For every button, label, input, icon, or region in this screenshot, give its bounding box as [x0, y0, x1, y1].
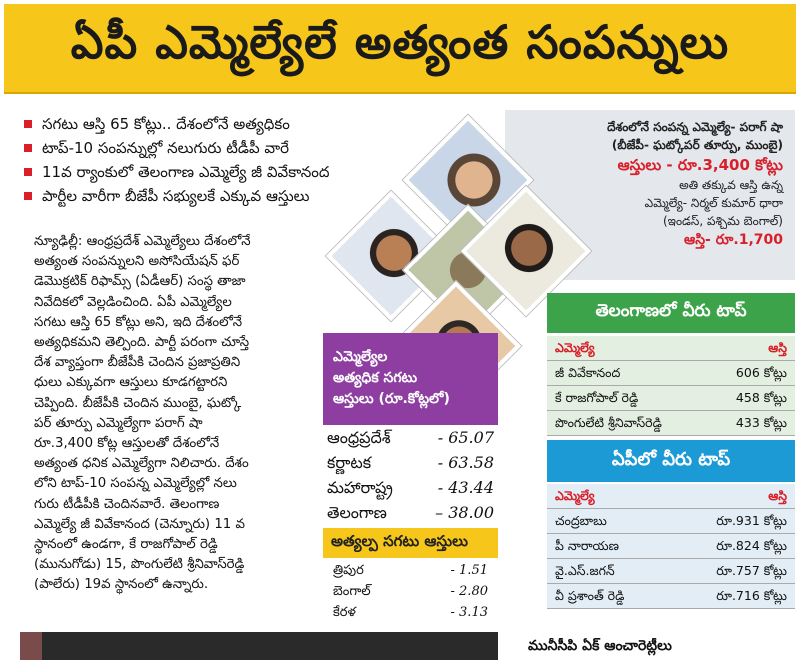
mla-name: పీ నారాయణ	[555, 538, 619, 553]
state-value: – 38.00	[435, 503, 494, 522]
body-line: రూ.3,400 కోట్ల ఆస్తులతో దేశంలోనే	[34, 436, 220, 452]
highlight-item: పార్టీల వారీగా బీజేపీ సభ్యులకే ఎక్కువ ఆస…	[24, 184, 404, 208]
mla-assets: 433 కోట్లు	[735, 415, 787, 430]
least-mla-line: అతి తక్కువ ఆస్తి ఉన్న	[679, 178, 783, 192]
least-avg-table: త్రిపుర - 1.51 బెంగాల్ - 2.80 కేరళ - 3.13	[323, 560, 498, 623]
mla-name: పొంగులేటి శ్రీనివాస్‌రెడ్డి	[555, 415, 662, 430]
mla-name: కే రాజగోపాల్ రెడ్డి	[555, 390, 639, 405]
state-name: ఆంధ్రప్రదేశ్	[327, 428, 391, 447]
avg-row: తెలంగాణ – 38.00	[323, 500, 498, 525]
state-value: - 65.07	[437, 428, 494, 447]
state-name: త్రిపుర	[333, 563, 364, 578]
least-row: కేరళ - 3.13	[323, 602, 498, 623]
body-line: పర్ తూర్పు ఎమ్మెల్యేగా పరాగ్ షా	[34, 415, 203, 431]
body-line: ధులు ఎక్కువగా ఆస్తులు కూడగట్టారని	[34, 375, 228, 391]
col-assets: ఆస్తి	[768, 340, 787, 355]
body-line: ఎమ్మెల్యే జీ వివేకానంద (చెన్నూరు) 11 వ	[34, 516, 245, 532]
state-value: - 1.51	[450, 563, 488, 578]
least-avg-title: అత్యల్ప సగటు ఆస్తులు	[323, 528, 498, 558]
mla-assets: 458 కోట్లు	[735, 390, 787, 405]
body-line: న్యూఢిల్లీ: ఆంధ్రప్రదేశ్ ఎమ్మెల్యేలు దేశ…	[34, 234, 251, 249]
mla-assets: రూ.716 కోట్లు	[716, 588, 787, 603]
col-assets: ఆస్తి	[768, 488, 787, 503]
body-line: లోని టాప్-10 సంపన్న ఎమ్మెల్యేల్లో నలు	[34, 476, 237, 492]
table-row: జీ వివేకానంద 606 కోట్లు	[547, 361, 795, 386]
table-row: చంద్రబాబు రూ.931 కోట్లు	[547, 509, 795, 534]
body-line: నివేదికలో వెల్లడించింది. ఏపీ ఎమ్మెల్యేల	[34, 294, 232, 310]
avg-title-line: అత్యధిక సగటు	[333, 370, 418, 386]
least-mla-place: (ఇండస్, పశ్చిమ బెంగాల్)	[663, 214, 783, 228]
article-body: న్యూఢిల్లీ: ఆంధ్రప్రదేశ్ ఎమ్మెల్యేలు దేశ…	[34, 232, 324, 596]
body-line: గురు టీడీపీకి చెందినవారే. తెలంగాణ	[34, 496, 220, 512]
body-line: దేశ వ్యాప్తంగా బీజేపీకి చెందిన ప్రజాప్రత…	[34, 355, 241, 371]
telangana-top-table: ఎమ్మెల్యే ఆస్తి జీ వివేకానంద 606 కోట్లు కే…	[547, 336, 795, 436]
highlights-list: సగటు ఆస్తి 65 కోట్లు.. దేశంలోనే అత్యధికం…	[24, 112, 404, 208]
mla-assets: రూ.824 కోట్లు	[716, 538, 787, 553]
highlight-item: సగటు ఆస్తి 65 కోట్లు.. దేశంలోనే అత్యధికం	[24, 112, 404, 136]
least-row: బెంగాల్ - 2.80	[323, 581, 498, 602]
richest-mla-assets: ఆస్తులు - రూ.3,400 కోట్లు	[617, 156, 783, 174]
state-name: మహారాష్ట్ర	[327, 478, 393, 497]
mla-name: జీ వివేకానంద	[555, 365, 621, 380]
mla-name: వీ ప్రశాంత్ రెడ్డి	[555, 588, 625, 603]
body-line: సగటు ఆస్తి 65 కోట్లు అని, ఇది దేశంలోనే	[34, 314, 243, 330]
body-line: (మునుగోడు) 15, పొంగులేటి శ్రీనివాస్‌రెడ్…	[34, 557, 245, 573]
state-name: బెంగాల్	[333, 584, 371, 599]
least-mla-name: ఎమ్మెల్యే- నిర్మల్ కుమార్ ధారా	[644, 196, 783, 210]
mla-assets: రూ.757 కోట్లు	[716, 563, 787, 578]
highlight-item: 11వ ర్యాంకులో తెలంగాణ ఎమ్మెల్యే జీ వివేక…	[24, 160, 404, 184]
table-row: కే రాజగోపాల్ రెడ్డి 458 కోట్లు	[547, 386, 795, 411]
body-line: (పాలేరు) 19వ స్థానంలో ఉన్నారు.	[34, 577, 209, 593]
body-line: అత్యధికమని తెల్పింది. పార్టీ పరంగా చూస్త…	[34, 335, 250, 351]
body-line: డెమొక్రటిక్ రిఫామ్స్ (ఏడీఆర్) సంస్థ తాజా	[34, 274, 246, 290]
mla-assets: 606 కోట్లు	[735, 365, 787, 380]
mla-assets: రూ.931 కోట్లు	[716, 513, 787, 528]
body-line: అత్యంత ధనిక ఎమ్మెల్యేగా నిలిచారు. దేశం	[34, 456, 249, 472]
col-mla: ఎమ్మెల్యే	[555, 488, 595, 503]
avg-row: ఆంధ్రప్రదేశ్ - 65.07	[323, 425, 498, 450]
table-row: వై.ఎస్.జగన్ రూ.757 కోట్లు	[547, 559, 795, 584]
avg-assets-title-box: ఎమ్మెల్యేల అత్యధిక సగటు ఆస్తులు (రూ.కోట్…	[323, 333, 498, 425]
state-value: - 3.13	[450, 605, 488, 620]
mla-name: వై.ఎస్.జగన్	[555, 563, 615, 578]
richest-mla-party: (బీజేపీ- ఘట్కోపర్ తూర్పు, ముంబై)	[611, 138, 783, 152]
telangana-top-title: తెలంగాణలో వీరు టాప్	[547, 293, 795, 333]
avg-assets-table: ఆంధ్రప్రదేశ్ - 65.07 కర్ణాటక - 63.58 మహారా…	[323, 425, 498, 525]
avg-row: కర్ణాటక - 63.58	[323, 450, 498, 475]
state-value: - 63.58	[437, 453, 494, 472]
table-header: ఎమ్మెల్యే ఆస్తి	[547, 336, 795, 361]
state-name: కర్ణాటక	[327, 453, 372, 472]
state-name: కేరళ	[333, 605, 356, 620]
avg-title-line: ఎమ్మెల్యేల	[333, 349, 388, 365]
body-line: స్థానంలో ఉండగా, కే రాజగోపాల్ రెడ్డి	[34, 537, 218, 553]
table-row: పొంగులేటి శ్రీనివాస్‌రెడ్డి 433 కోట్లు	[547, 411, 795, 436]
body-line: చెప్పింది. బీజేపీకి చెందిన ముంబై, ఘట్కో	[34, 395, 242, 411]
table-header: ఎమ్మెల్యే ఆస్తి	[547, 484, 795, 509]
state-value: - 43.44	[437, 478, 494, 497]
mla-name: చంద్రబాబు	[555, 513, 607, 528]
ap-top-table: ఎమ్మెల్యే ఆస్తి చంద్రబాబు రూ.931 కోట్లు పీ…	[547, 484, 795, 609]
ap-top-title: ఏపీలో వీరు టాప్	[547, 440, 795, 482]
next-story-photo	[20, 632, 498, 660]
least-mla-assets: ఆస్తి- రూ.1,700	[684, 232, 783, 248]
highlight-item: టాప్-10 సంపన్నుల్లో నలుగురు టీడీపీ వారే	[24, 136, 404, 160]
state-name: తెలంగాణ	[327, 503, 387, 522]
table-row: వీ ప్రశాంత్ రెడ్డి రూ.716 కోట్లు	[547, 584, 795, 609]
avg-row: మహారాష్ట్ర - 43.44	[323, 475, 498, 500]
body-line: అత్యంత సంపన్నులని అసోసియేషన్ ఫర్	[34, 254, 240, 270]
col-mla: ఎమ్మెల్యే	[555, 340, 595, 355]
table-row: పీ నారాయణ రూ.824 కోట్లు	[547, 534, 795, 559]
next-story-headline: మునీసీపి ఏక్ ఆంచారెట్లీలు	[528, 638, 672, 654]
avg-title-line: ఆస్తులు (రూ.కోట్లలో)	[333, 391, 450, 407]
headline-banner: ఏపీ ఎమ్మెల్యేలే అత్యంత సంపన్నులు	[4, 4, 796, 94]
least-row: త్రిపుర - 1.51	[323, 560, 498, 581]
state-value: - 2.80	[450, 584, 488, 599]
richest-mla-line: దేశంలోనే సంపన్న ఎమ్మెల్యే- పరాగ్ షా	[607, 120, 783, 134]
